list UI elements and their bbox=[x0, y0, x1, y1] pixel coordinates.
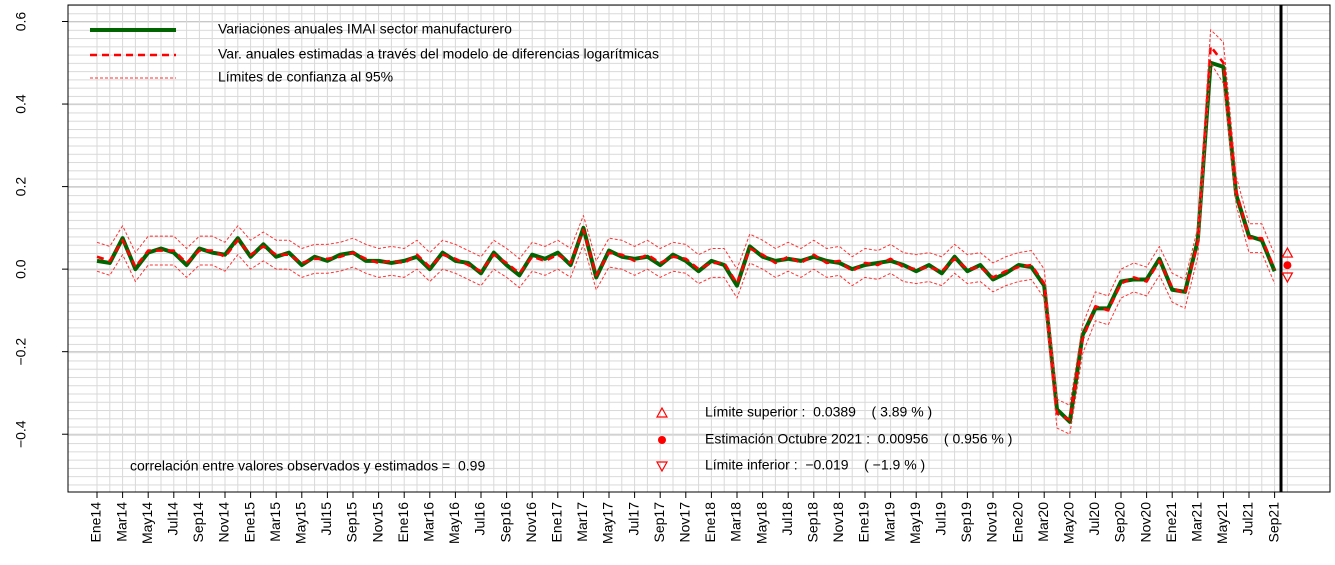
x-tick-label: Mar14 bbox=[113, 502, 129, 542]
forecast-upper bbox=[1281, 246, 1294, 258]
forecast-estimate bbox=[1283, 261, 1292, 270]
x-tick-label: Ene15 bbox=[241, 502, 257, 543]
x-tick-label: Ene19 bbox=[856, 502, 872, 543]
y-tick-label: 0.2 bbox=[13, 177, 29, 197]
x-tick-label: Sep19 bbox=[958, 502, 974, 543]
x-tick-label: Ene21 bbox=[1163, 502, 1179, 543]
x-tick-label: Ene16 bbox=[395, 502, 411, 543]
legend-label: Límite inferior : −0.019 ( −1.9 % ) bbox=[705, 457, 925, 473]
legend-label: Var. anuales estimadas a través del mode… bbox=[218, 46, 659, 62]
x-tick-label: Jul20 bbox=[1086, 502, 1102, 536]
x-tick-label: Mar15 bbox=[267, 502, 283, 542]
x-tick-label: May17 bbox=[600, 502, 616, 544]
x-tick-label: Mar17 bbox=[574, 502, 590, 542]
x-tick-label: Mar18 bbox=[728, 502, 744, 542]
legend-label: Variaciones anuales IMAI sector manufact… bbox=[218, 21, 512, 37]
x-tick-label: Nov14 bbox=[216, 502, 232, 543]
y-tick-label: 0.4 bbox=[13, 94, 29, 114]
legend-label: Límites de confianza al 95% bbox=[218, 69, 393, 85]
x-tick-label: Mar19 bbox=[881, 502, 897, 542]
x-tick-label: Nov19 bbox=[984, 502, 1000, 543]
x-tick-label: May18 bbox=[753, 502, 769, 544]
series-line bbox=[96, 29, 1276, 406]
x-tick-label: Sep20 bbox=[1112, 502, 1128, 543]
y-tick-label: −0.2 bbox=[13, 338, 29, 366]
x-tick-label: May14 bbox=[139, 502, 155, 544]
y-tick-label: −0.4 bbox=[13, 420, 29, 448]
series-line bbox=[96, 44, 1276, 422]
x-tick-label: Jul18 bbox=[779, 502, 795, 536]
legend-symbol bbox=[658, 436, 666, 444]
x-tick-label: Ene17 bbox=[549, 502, 565, 543]
x-tick-label: Mar16 bbox=[421, 502, 437, 542]
legend-label: Estimación Octubre 2021 : 0.00956 ( 0.95… bbox=[705, 431, 1012, 447]
x-tick-label: Jul16 bbox=[472, 502, 488, 536]
x-tick-label: Sep16 bbox=[497, 502, 513, 543]
x-tick-label: Ene20 bbox=[1009, 502, 1025, 543]
x-tick-label: Ene18 bbox=[702, 502, 718, 543]
x-tick-label: Sep15 bbox=[344, 502, 360, 543]
x-tick-label: May20 bbox=[1061, 502, 1077, 544]
x-tick-label: Ene14 bbox=[88, 502, 104, 543]
x-tick-label: Nov18 bbox=[830, 502, 846, 543]
legend-label: Límite superior : 0.0389 ( 3.89 % ) bbox=[705, 404, 932, 420]
y-tick-label: 0.6 bbox=[13, 12, 29, 32]
x-tick-label: Jul14 bbox=[165, 502, 181, 536]
x-tick-label: May19 bbox=[907, 502, 923, 544]
legend-symbol bbox=[655, 461, 669, 473]
x-tick-label: Nov20 bbox=[1137, 502, 1153, 543]
series-line bbox=[96, 62, 1276, 435]
x-tick-label: May21 bbox=[1214, 502, 1230, 544]
x-tick-label: Sep17 bbox=[651, 502, 667, 543]
x-tick-label: Nov16 bbox=[523, 502, 539, 543]
x-tick-label: Jul21 bbox=[1240, 502, 1256, 536]
x-tick-label: Jul17 bbox=[625, 502, 641, 536]
annotation: correlación entre valores observados y e… bbox=[130, 458, 485, 474]
x-tick-label: Sep21 bbox=[1265, 502, 1281, 543]
x-tick-label: Nov15 bbox=[369, 502, 385, 543]
x-tick-label: May15 bbox=[293, 502, 309, 544]
x-tick-label: Mar21 bbox=[1189, 502, 1205, 542]
y-tick-label: 0.0 bbox=[13, 259, 29, 279]
forecast-lower bbox=[1281, 272, 1294, 284]
legend-symbol bbox=[655, 406, 669, 418]
x-tick-label: Jul19 bbox=[933, 502, 949, 536]
plot-frame bbox=[67, 4, 1331, 493]
x-tick-label: Sep18 bbox=[805, 502, 821, 543]
x-tick-label: Jul15 bbox=[318, 502, 334, 536]
x-tick-label: Sep14 bbox=[190, 502, 206, 543]
x-tick-label: Mar20 bbox=[1035, 502, 1051, 542]
x-tick-label: May16 bbox=[446, 502, 462, 544]
x-tick-label: Nov17 bbox=[677, 502, 693, 543]
